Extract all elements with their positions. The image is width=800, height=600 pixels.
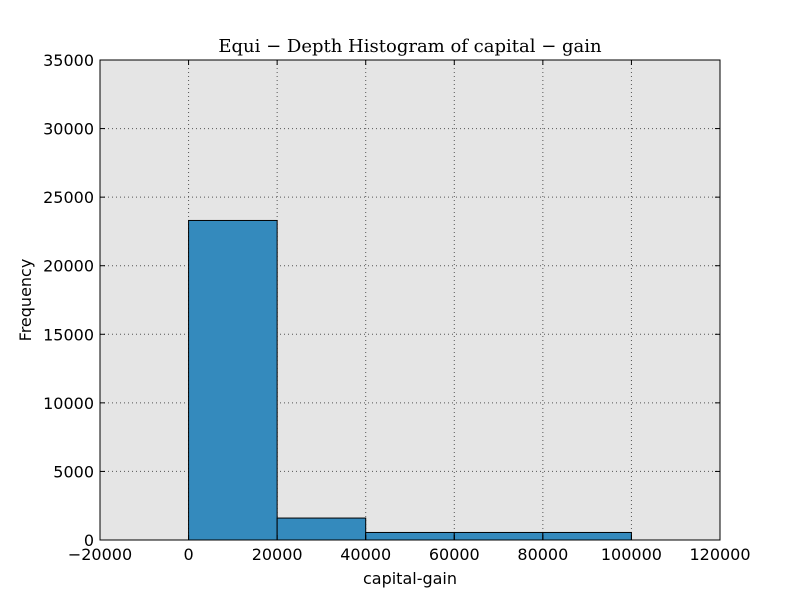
y-tick-label: 35000 <box>43 51 94 70</box>
y-tick-label: 5000 <box>53 462 94 481</box>
x-tick-label: 80000 <box>517 545 568 564</box>
plot-frame <box>99 59 721 541</box>
x-tick-label: 120000 <box>689 545 750 564</box>
x-tick-label: 0 <box>183 545 193 564</box>
x-tick-label: 100000 <box>601 545 662 564</box>
histogram-bar <box>365 531 455 541</box>
x-axis-label: capital-gain <box>363 569 457 588</box>
y-tick-label: 30000 <box>43 120 94 139</box>
axis-ticks: −20000 0 20000 40000 60000 80000 100000 1200000… <box>43 51 750 564</box>
y-tick-label: 10000 <box>43 394 94 413</box>
x-tick-label: −20000 <box>68 545 132 564</box>
histogram-bar <box>453 531 544 541</box>
histogram-bar <box>542 531 632 541</box>
histogram-bar <box>188 219 278 541</box>
x-tick-label: 40000 <box>340 545 391 564</box>
y-tick-label: 25000 <box>43 188 94 207</box>
histogram-bar <box>276 517 367 541</box>
y-tick-label: 0 <box>84 531 94 550</box>
x-tick-label: 20000 <box>252 545 303 564</box>
y-tick-label: 20000 <box>43 257 94 276</box>
y-axis-label: Frequency <box>16 259 35 342</box>
x-tick-label: 60000 <box>429 545 480 564</box>
y-tick-label: 15000 <box>43 325 94 344</box>
chart-title: Equi − Depth Histogram of capital − gain <box>218 36 602 57</box>
histogram-bars <box>188 219 632 541</box>
